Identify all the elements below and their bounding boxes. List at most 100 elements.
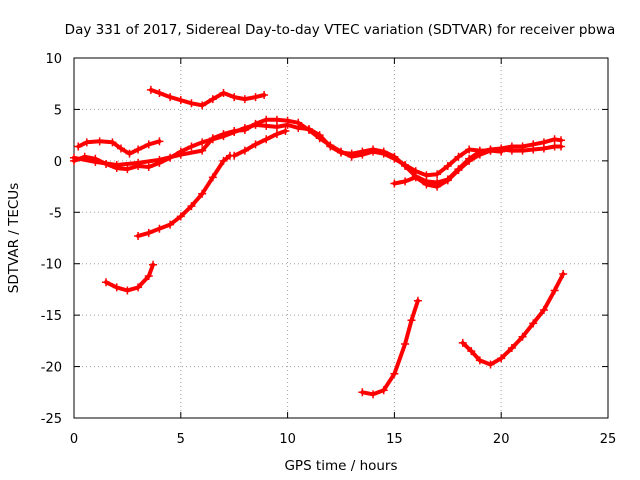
data-point bbox=[507, 146, 516, 155]
data-point bbox=[413, 296, 422, 305]
data-point bbox=[208, 95, 217, 104]
data-point bbox=[166, 220, 175, 229]
data-point bbox=[443, 162, 452, 170]
data-point bbox=[475, 150, 484, 159]
series-track-9 bbox=[358, 296, 422, 399]
data-point bbox=[187, 99, 196, 108]
data-point bbox=[518, 146, 527, 155]
data-point bbox=[102, 278, 111, 287]
data-point bbox=[272, 115, 281, 124]
data-point bbox=[507, 344, 516, 353]
data-point bbox=[176, 150, 185, 159]
data-point bbox=[149, 260, 158, 269]
data-point bbox=[379, 386, 388, 395]
data-point bbox=[390, 154, 399, 163]
data-point bbox=[337, 147, 345, 156]
data-point bbox=[283, 116, 292, 125]
y-tick-label: 5 bbox=[54, 103, 62, 118]
data-point bbox=[70, 153, 78, 162]
y-axis-title: SDTVAR / TECUs bbox=[6, 183, 22, 293]
series-track-10 bbox=[458, 270, 568, 369]
data-point bbox=[187, 202, 196, 211]
series-track-8 bbox=[102, 260, 158, 295]
data-point bbox=[155, 155, 164, 164]
data-point bbox=[497, 354, 506, 363]
data-point bbox=[458, 338, 467, 347]
data-point bbox=[112, 160, 121, 169]
data-point bbox=[198, 101, 207, 110]
data-point bbox=[187, 142, 196, 151]
x-tick-label: 15 bbox=[386, 432, 403, 447]
data-point bbox=[390, 369, 399, 378]
data-point bbox=[91, 157, 100, 166]
data-point bbox=[155, 137, 164, 146]
data-point bbox=[198, 138, 207, 147]
data-point bbox=[369, 390, 378, 399]
data-point bbox=[315, 134, 324, 143]
data-point bbox=[260, 91, 269, 100]
x-axis-title: GPS time / hours bbox=[284, 458, 397, 474]
data-point bbox=[198, 189, 207, 198]
y-tick-label: -15 bbox=[41, 309, 62, 324]
data-point bbox=[486, 146, 495, 155]
series-track-7 bbox=[230, 127, 290, 160]
series-line bbox=[76, 139, 162, 156]
data-point bbox=[401, 160, 410, 169]
data-point bbox=[407, 316, 416, 325]
x-tick-label: 20 bbox=[493, 432, 510, 447]
y-tick-label: -10 bbox=[41, 258, 62, 273]
x-tick-label: 25 bbox=[600, 432, 617, 447]
data-point bbox=[82, 138, 91, 147]
data-point bbox=[347, 152, 356, 161]
data-point bbox=[240, 126, 249, 134]
data-point bbox=[123, 165, 132, 174]
data-point bbox=[144, 140, 153, 149]
data-point bbox=[116, 144, 125, 153]
data-point bbox=[208, 173, 217, 182]
data-point bbox=[251, 140, 260, 149]
data-point bbox=[134, 231, 143, 240]
data-point bbox=[112, 283, 121, 292]
series-layer bbox=[70, 85, 568, 399]
data-point bbox=[401, 339, 410, 348]
data-point bbox=[304, 126, 313, 134]
data-point bbox=[240, 146, 249, 155]
data-point bbox=[155, 88, 164, 97]
data-point bbox=[518, 332, 527, 341]
data-point bbox=[539, 144, 548, 153]
data-point bbox=[176, 96, 185, 105]
series-track-1 bbox=[74, 137, 164, 158]
data-point bbox=[497, 145, 506, 154]
data-point bbox=[166, 93, 175, 102]
data-point bbox=[422, 171, 431, 180]
x-tick-label: 5 bbox=[177, 432, 185, 447]
data-point bbox=[219, 88, 228, 97]
data-point bbox=[146, 85, 155, 94]
data-point bbox=[475, 356, 484, 365]
data-point bbox=[443, 176, 452, 185]
data-point bbox=[550, 135, 559, 144]
data-point bbox=[262, 135, 271, 144]
data-point bbox=[401, 177, 410, 186]
series-track-6 bbox=[134, 151, 234, 240]
data-point bbox=[198, 146, 207, 155]
data-point bbox=[251, 119, 260, 128]
data-point bbox=[134, 145, 143, 154]
data-point bbox=[251, 93, 260, 102]
grid bbox=[74, 58, 608, 418]
data-point bbox=[144, 163, 153, 172]
data-point bbox=[557, 142, 566, 151]
series-track-5 bbox=[146, 85, 269, 110]
data-point bbox=[95, 137, 104, 146]
data-point bbox=[433, 170, 442, 179]
data-point bbox=[294, 118, 303, 127]
data-point bbox=[486, 360, 495, 369]
data-point bbox=[465, 156, 474, 165]
y-tick-label: -25 bbox=[41, 412, 62, 427]
data-point bbox=[108, 138, 117, 147]
data-point bbox=[465, 145, 474, 154]
data-point bbox=[240, 95, 249, 104]
series-line bbox=[460, 272, 566, 367]
data-point bbox=[529, 319, 538, 328]
data-point bbox=[454, 152, 463, 161]
